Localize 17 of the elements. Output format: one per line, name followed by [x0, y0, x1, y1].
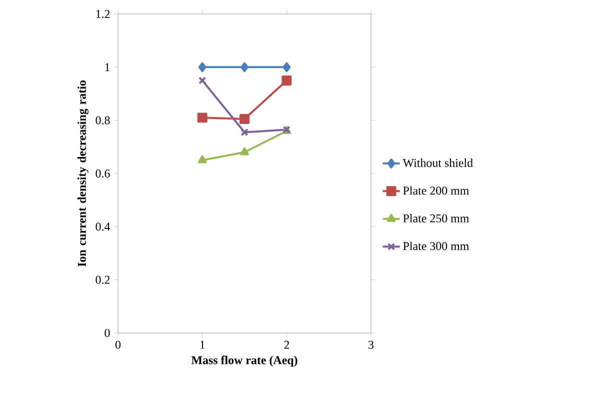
- y-tick-label: 1: [105, 63, 110, 72]
- y-tick-label: 0.4: [96, 222, 110, 231]
- y-tick-label: 0.2: [96, 276, 110, 284]
- x-axis-title: Mass flow rate (Aeq): [191, 356, 298, 367]
- legend-label: Plate 200 mm: [403, 186, 469, 195]
- x-tick-label: 2: [284, 340, 289, 349]
- y-axis-title: Ion current density decreasing ratio: [78, 80, 88, 267]
- y-tick-label: 1.2: [96, 10, 110, 18]
- legend-label: Plate 300 mm: [403, 242, 469, 250]
- legend-label: Without shield: [402, 158, 473, 168]
- y-tick-label: 0.8: [96, 116, 110, 124]
- y-tick-label: 0.6: [96, 169, 110, 178]
- legend-label: Plate 250 mm: [403, 214, 469, 222]
- x-tick-label: 3: [368, 340, 374, 349]
- x-tick-label: 1: [200, 340, 205, 349]
- y-tick-label: 0: [104, 328, 110, 338]
- x-tick-label: 0: [115, 340, 121, 349]
